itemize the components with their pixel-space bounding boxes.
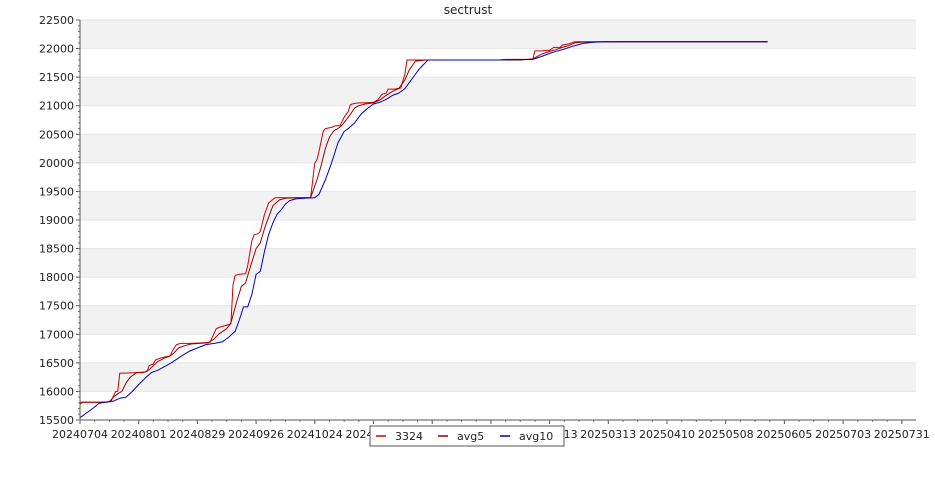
x-tick-label: 20240926 [228, 428, 284, 441]
y-axis-ticks: 15500 16000 16500 17000 17500 18000 18500 19000… [39, 14, 80, 427]
legend-label: avg10 [519, 430, 553, 443]
x-tick-label: 20240704 [52, 428, 108, 441]
y-tick-label: 15500 [39, 414, 74, 427]
chart-title: sectrust [444, 3, 493, 17]
y-tick-label: 18000 [39, 271, 74, 284]
grid-band [80, 362, 916, 392]
y-tick-label: 21500 [39, 71, 74, 84]
grid-band [80, 248, 916, 278]
y-tick-label: 18500 [39, 243, 74, 256]
y-tick-label: 20000 [39, 157, 74, 170]
x-tick-label: 20241024 [287, 428, 343, 441]
legend: 3324 avg5 avg10 [369, 425, 565, 447]
x-tick-label: 20250703 [815, 428, 871, 441]
grid-band [80, 305, 916, 335]
y-tick-label: 17500 [39, 300, 74, 313]
x-tick-label: 20250605 [756, 428, 812, 441]
x-tick-label: 20250508 [698, 428, 754, 441]
legend-label: 3324 [395, 430, 423, 443]
y-tick-label: 22500 [39, 14, 74, 27]
series-lines [79, 41, 768, 419]
x-tick-label: 20240801 [111, 428, 167, 441]
x-tick-label: 20240829 [169, 428, 225, 441]
y-tick-label: 16500 [39, 357, 74, 370]
grid-band [80, 77, 916, 106]
y-tick-label: 19500 [39, 185, 74, 198]
series-line-3324 [79, 41, 768, 405]
x-tick-label: 20250410 [639, 428, 695, 441]
grid-band [80, 191, 916, 220]
x-tick-label: 20250731 [874, 428, 930, 441]
y-tick-label: 20500 [39, 128, 74, 141]
y-tick-label: 17000 [39, 328, 74, 341]
series-line-avg10 [79, 41, 768, 419]
x-tick-label: 20250313 [580, 428, 636, 441]
legend-box [369, 425, 565, 447]
grid-band [80, 134, 916, 163]
legend-label: avg5 [457, 430, 484, 443]
y-tick-label: 16000 [39, 385, 74, 398]
y-tick-label: 19000 [39, 214, 74, 227]
y-tick-label: 22000 [39, 43, 74, 56]
grid-band [80, 20, 916, 49]
y-tick-label: 21000 [39, 100, 74, 113]
